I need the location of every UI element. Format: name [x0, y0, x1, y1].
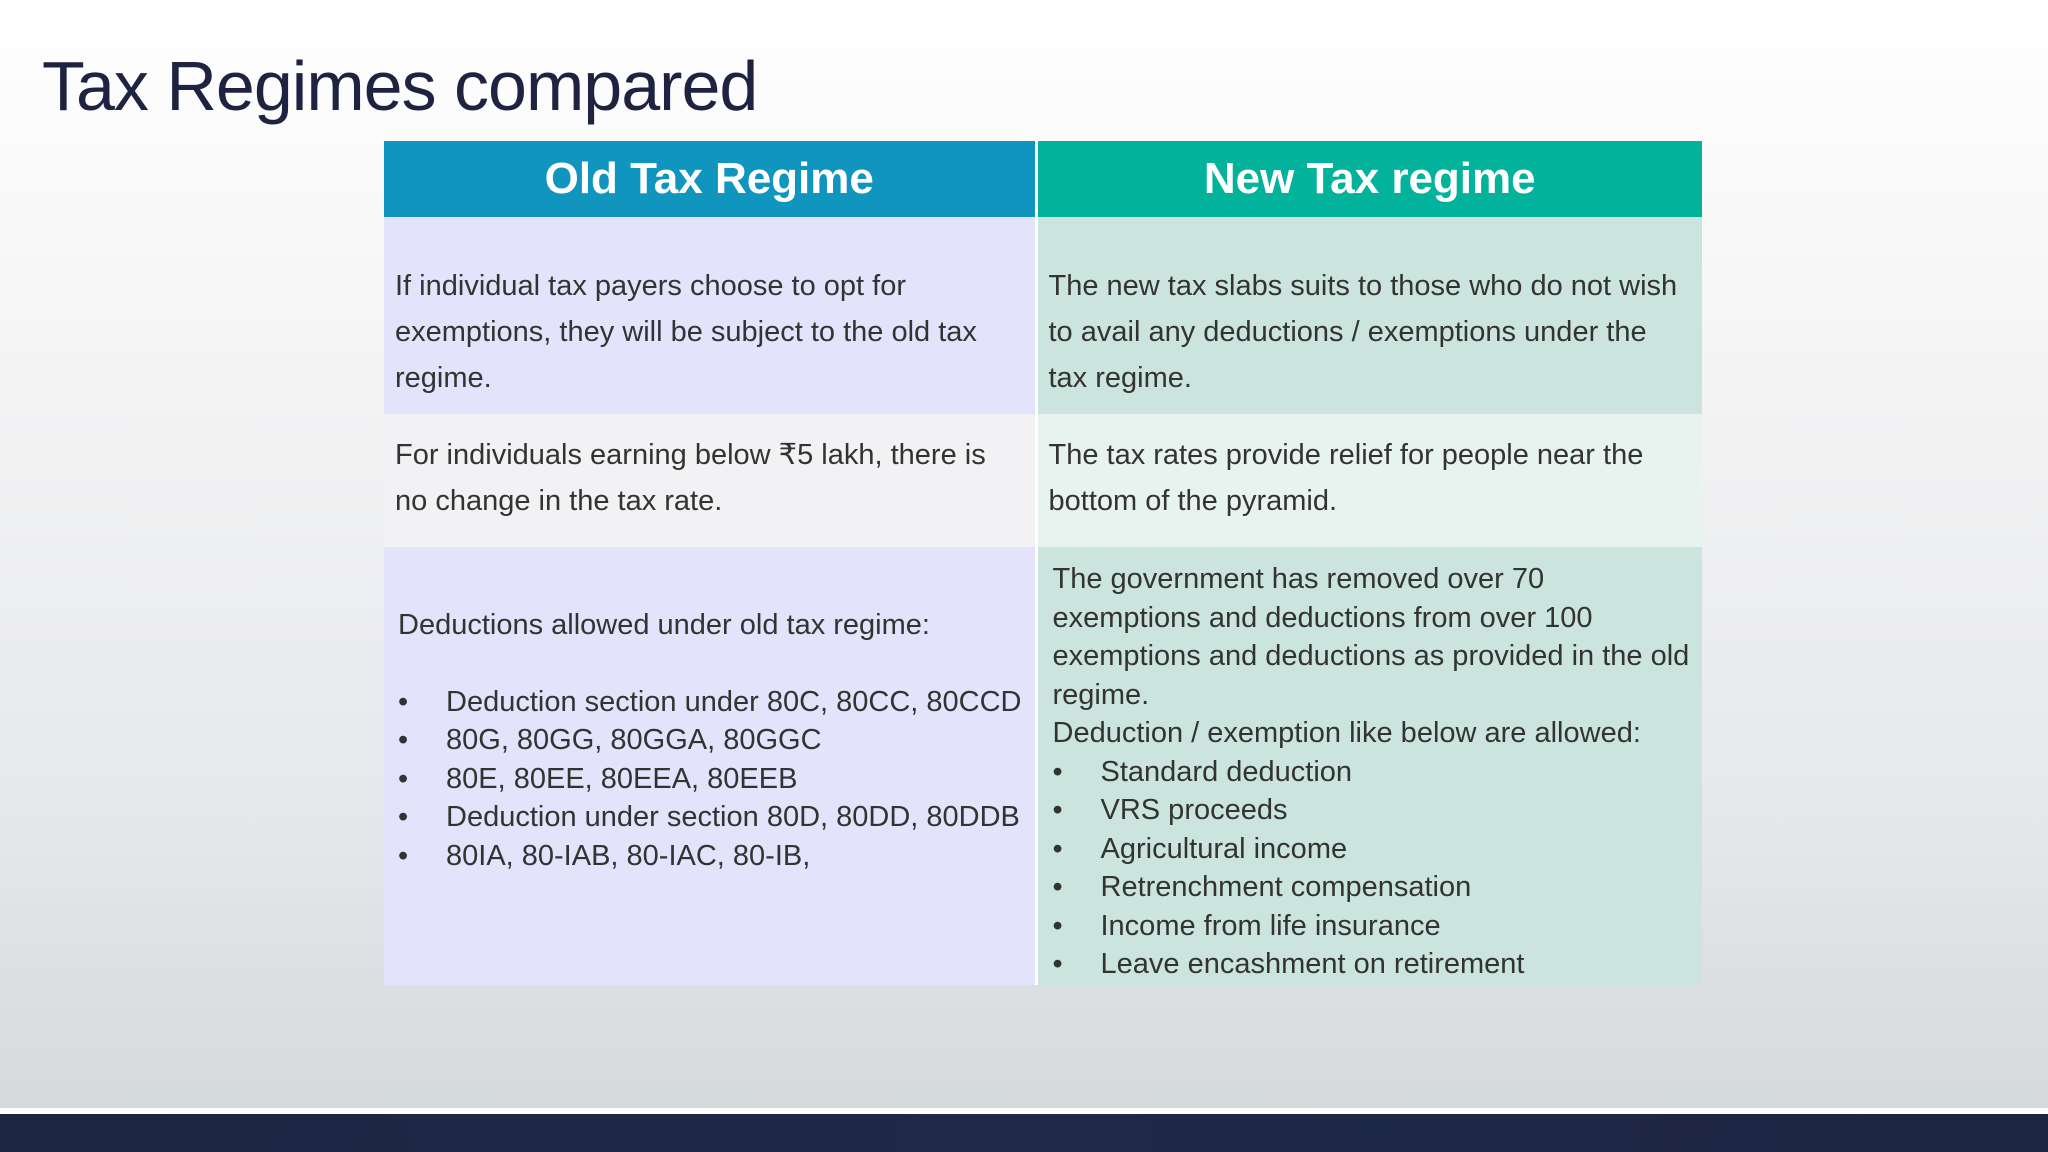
new-allowed-list: • Standard deduction • VRS proceeds • Agric…: [1053, 753, 1692, 984]
list-item: • Income from life insurance: [1052, 909, 1441, 942]
table-header-row: Old Tax Regime New Tax regime: [384, 141, 1702, 217]
footer-divider: [0, 1108, 2048, 1114]
old-regime-rate-cell: For individuals earning below ₹5 lakh, t…: [384, 414, 1038, 547]
new-deductions-allowed: Deduction / exemption like below are all…: [1052, 717, 1641, 749]
footer-bar: [0, 1114, 2048, 1152]
list-item: • 80G, 80GG, 80GGA, 80GGC: [398, 724, 822, 756]
new-regime-slabs-cell: The new tax slabs suits to those who do …: [1036, 217, 1702, 414]
header-new-tax-regime: New Tax regime: [1036, 141, 1702, 217]
new-deductions-intro: The government has removed over 70 exemp…: [1052, 563, 1690, 711]
list-item: • Standard deduction: [1052, 755, 1353, 788]
comparison-table: Old Tax Regime New Tax regime If individ…: [384, 141, 1702, 985]
list-item: • Leave encashment on retirement: [1052, 948, 1525, 980]
old-deductions-list: • Deduction section under 80C, 80CC, 80CC…: [398, 683, 1024, 876]
table-row: Deductions allowed under old tax regime:…: [384, 547, 1702, 985]
old-regime-opt-cell: If individual tax payers choose to opt f…: [384, 217, 1038, 414]
list-item: • Agricultural income: [1052, 832, 1348, 865]
list-item: • Deduction section under 80C, 80CC, 80CC…: [398, 685, 1022, 718]
list-item: • 80E, 80EE, 80EEA, 80EEB: [398, 762, 798, 795]
old-deductions-intro: Deductions allowed under old tax regime:: [398, 609, 930, 641]
header-old-tax-regime: Old Tax Regime: [384, 141, 1038, 217]
list-item: • Retrenchment compensation: [1052, 871, 1472, 903]
old-regime-deductions-cell: Deductions allowed under old tax regime:…: [384, 547, 1038, 985]
list-item: • VRS proceeds: [1052, 794, 1288, 826]
list-item: • Deduction under section 80D, 80DD, 80DD…: [398, 801, 1020, 833]
list-item: • 80IA, 80-IAB, 80-IAC, 80-IB,: [398, 839, 811, 872]
slide-title: Tax Regimes compared: [42, 47, 758, 125]
table-row: If individual tax payers choose to opt f…: [384, 217, 1702, 414]
new-regime-rate-cell: The tax rates provide relief for people …: [1036, 414, 1702, 547]
table-row: For individuals earning below ₹5 lakh, t…: [384, 414, 1702, 547]
new-regime-deductions-cell: The government has removed over 70 exemp…: [1036, 547, 1702, 985]
